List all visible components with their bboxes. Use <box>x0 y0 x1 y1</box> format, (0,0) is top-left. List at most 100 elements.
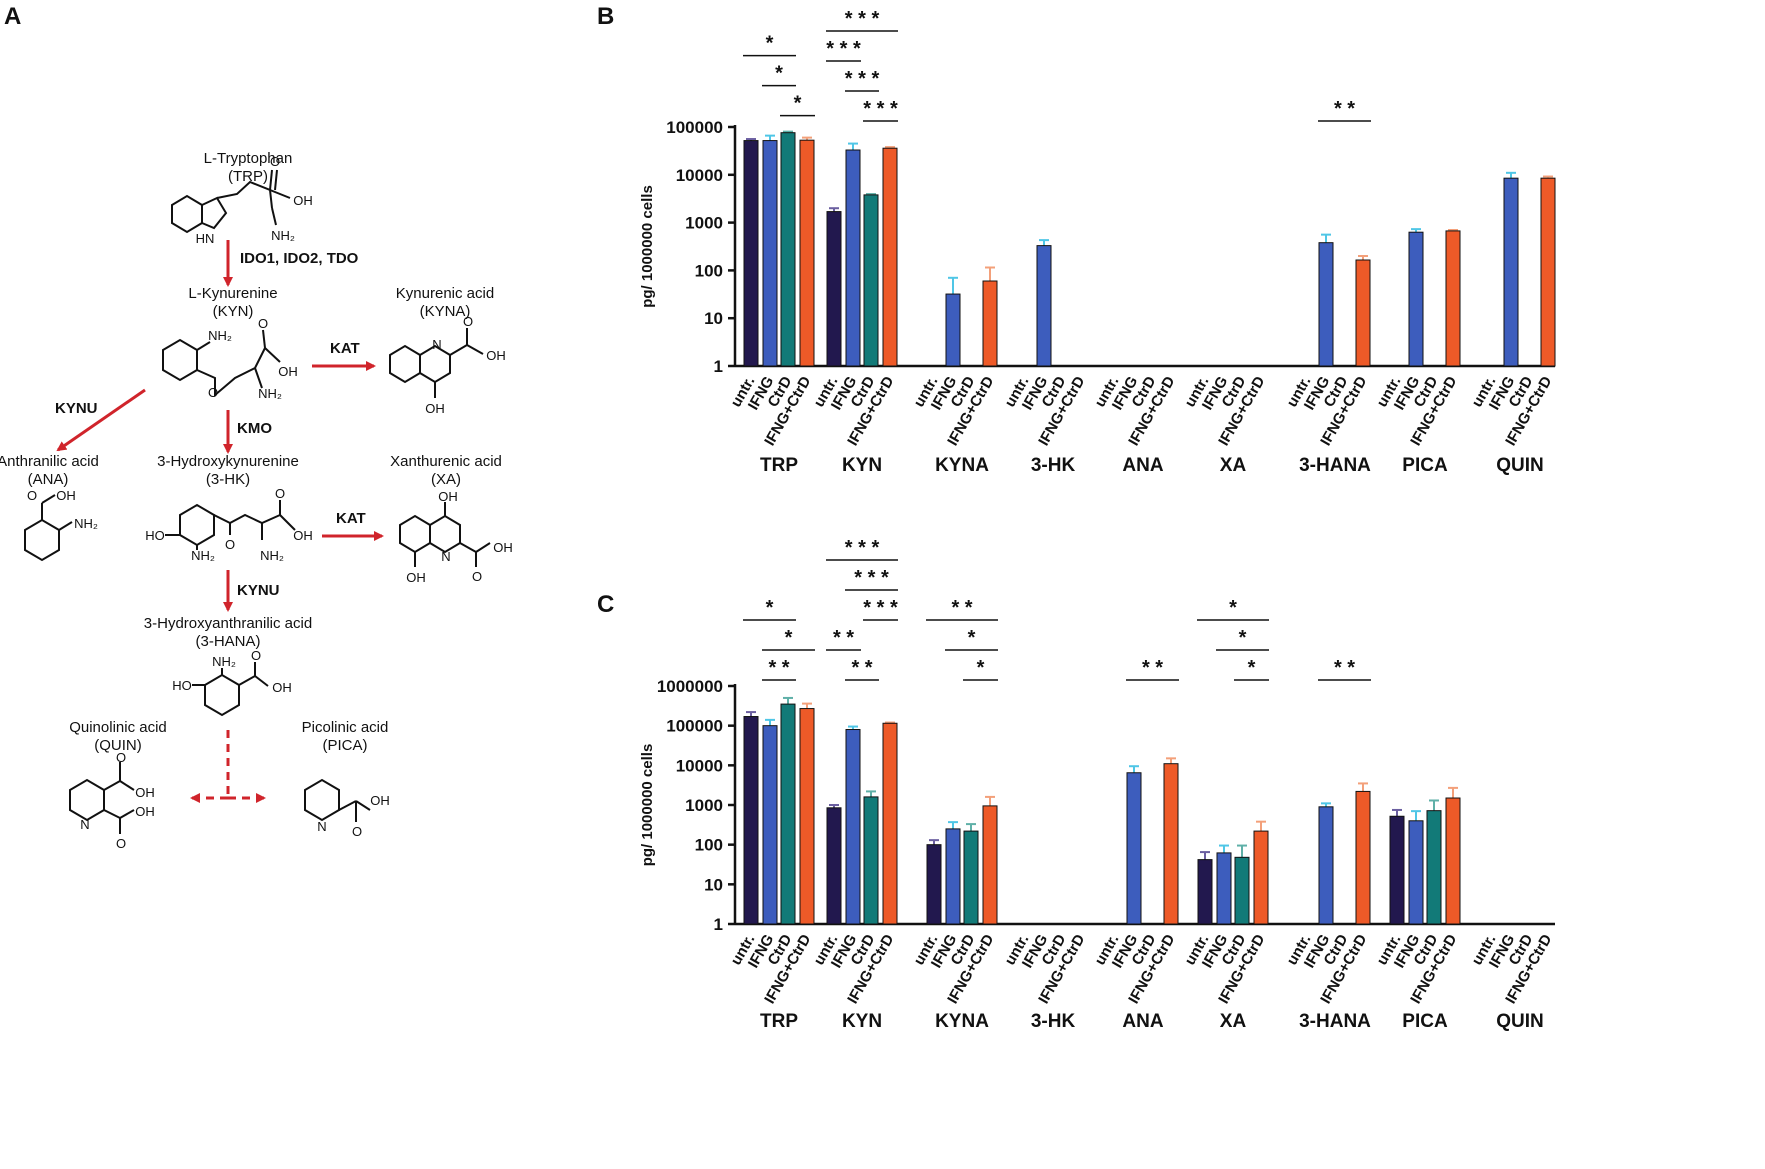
trp-atom-nh2: NH₂ <box>271 228 295 243</box>
hana-name: 3-Hydroxyanthranilic acid <box>144 615 312 632</box>
ana-atom-nh2: NH₂ <box>74 516 98 531</box>
panel-a-letter: A <box>4 3 21 30</box>
quin-atom-oh2: OH <box>135 804 155 819</box>
kyn-atom-nh2b: NH₂ <box>258 386 282 401</box>
trp-name: L-Tryptophan <box>204 150 293 167</box>
y-tick-label: 10000 <box>676 166 723 185</box>
significance-label: * * <box>1334 657 1355 679</box>
hana-abbr: (3-HANA) <box>195 633 260 650</box>
significance-label: * * * <box>863 98 898 120</box>
xa-atom-o: O <box>472 569 482 584</box>
kyn-name: L-Kynurenine <box>188 285 277 302</box>
bar-ifng <box>1318 242 1334 367</box>
arrow-kyn-ana <box>56 388 146 452</box>
kyn-structure <box>162 329 281 398</box>
significance-label: * * * <box>845 68 880 90</box>
category-label: QUIN <box>1496 455 1544 476</box>
xa-structure <box>399 502 491 567</box>
bar-ifng <box>1408 820 1424 925</box>
bar-ifng <box>845 149 861 367</box>
ana-abbr: (ANA) <box>28 471 69 488</box>
category-label: 3-HANA <box>1299 1011 1371 1032</box>
bar-ifng <box>1503 177 1519 367</box>
enzyme-kat-1: KAT <box>330 340 360 357</box>
bar-ifng <box>845 729 861 925</box>
kyn-abbr: (KYN) <box>213 303 254 320</box>
pica-atom-o: O <box>352 824 362 839</box>
category-label: TRP <box>760 1011 798 1032</box>
significance-label: * * <box>768 657 789 679</box>
xa-atom-n: N <box>441 549 450 564</box>
y-tick-label: 1 <box>714 915 723 934</box>
bar-untr- <box>1197 859 1213 925</box>
bar-ifng-ctrd <box>1540 177 1556 367</box>
quin-name: Quinolinic acid <box>69 719 167 736</box>
trp-structure <box>171 169 291 234</box>
bar-ctrd <box>863 194 879 367</box>
category-label: 3-HANA <box>1299 455 1371 476</box>
significance-label: * * <box>833 627 854 649</box>
category-label: KYN <box>842 1011 882 1032</box>
ana-atom-o: O <box>27 488 37 503</box>
xa-atom-oh3: OH <box>406 570 426 585</box>
y-tick-label: 1000 <box>685 214 723 233</box>
xa-atom-oh2: OH <box>493 540 513 555</box>
pica-structure <box>304 778 371 822</box>
significance-label: * * * <box>845 537 880 559</box>
y-tick-label: 100000 <box>666 717 723 736</box>
trp-atom-hn: HN <box>196 231 215 246</box>
hk-atom-oh: OH <box>293 528 313 543</box>
hana-atom-o: O <box>251 648 261 663</box>
hk-atom-o: O <box>225 537 235 552</box>
panel-b-chart: B 1 10 100 1000 10000 100000 pg/ 1000000 cells… <box>597 3 1556 476</box>
kyn-atom-oh: OH <box>278 364 298 379</box>
bar-ifng-ctrd <box>1253 830 1269 925</box>
ana-structure <box>24 494 73 562</box>
y-tick-label: 100000 <box>666 118 723 137</box>
y-tick-label: 100 <box>695 836 723 855</box>
significance-label: * <box>968 627 976 649</box>
kyn-atom-nh2a: NH₂ <box>208 328 232 343</box>
significance-label: * * <box>1142 657 1163 679</box>
enzyme-kmo: KMO <box>237 420 272 437</box>
hana-atom-ho: HO <box>172 678 192 693</box>
bar-ctrd <box>963 830 979 925</box>
category-label: KYNA <box>935 1011 989 1032</box>
kyn-atom-o: O <box>258 316 268 331</box>
kyna-abbr: (KYNA) <box>420 303 471 320</box>
hk-atom-nh2a: NH₂ <box>191 548 215 563</box>
bar-ifng-ctrd <box>882 722 898 925</box>
bar-ifng-ctrd <box>1163 763 1179 925</box>
category-label: 3-HK <box>1031 1011 1076 1032</box>
hk-atom-o2: O <box>275 486 285 501</box>
bar-ifng-ctrd <box>1355 790 1371 925</box>
category-label: 3-HK <box>1031 455 1076 476</box>
trp-atom-oh: OH <box>293 193 313 208</box>
category-label: PICA <box>1402 455 1448 476</box>
y-tick-label: 10 <box>704 309 723 328</box>
hk-name: 3-Hydroxykynurenine <box>157 453 299 470</box>
category-label: PICA <box>1402 1011 1448 1032</box>
category-label: KYN <box>842 455 882 476</box>
significance-label: * <box>785 627 793 649</box>
kyna-name: Kynurenic acid <box>396 285 494 302</box>
significance-label: * * <box>851 657 872 679</box>
y-tick-label: 10 <box>704 875 723 894</box>
hk-atom-nh2b: NH₂ <box>260 548 284 563</box>
hk-abbr: (3-HK) <box>206 471 250 488</box>
xa-atom-oh: OH <box>438 489 458 504</box>
y-axis-label: pg/ 1000000 cells <box>639 185 656 308</box>
bar-ifng-ctrd <box>799 139 815 367</box>
bar-ifng <box>945 828 961 925</box>
trp-atom-o: O <box>270 154 280 169</box>
bar-untr- <box>743 140 759 367</box>
significance-label: * * <box>951 597 972 619</box>
xa-abbr: (XA) <box>431 471 461 488</box>
category-label: ANA <box>1122 1011 1163 1032</box>
y-tick-label: 100 <box>695 261 723 280</box>
panel-c-chart: C 1 10 100 1000 10000 100000 1000000 pg/ 100000… <box>597 537 1556 1032</box>
panel-c-plot: 1 10 100 1000 10000 100000 1000000 pg/ 1000000 … <box>639 537 1556 1032</box>
bar-ifng <box>1036 245 1052 367</box>
significance-label: * <box>766 597 774 619</box>
